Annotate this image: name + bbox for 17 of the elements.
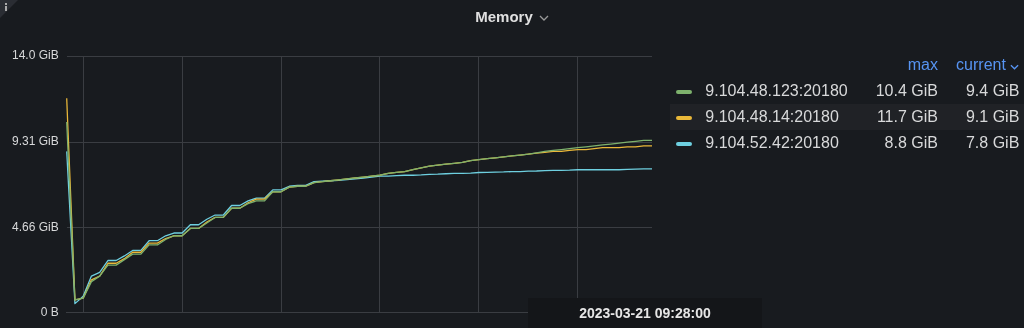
text: 9.4 GiB (964, 81, 1021, 101)
legend-label: 9.104.48.123:20180 (704, 81, 849, 101)
text: 9.1 GiB (964, 107, 1021, 127)
y-tick-label: 9.31 GiB (11, 134, 59, 149)
chart-title: Memory (475, 8, 533, 25)
text: 10.4 GiB (874, 81, 939, 101)
text: max (906, 55, 939, 75)
y-tick-label: 14.0 GiB (11, 48, 59, 63)
y-tick-label: 4.66 GiB (11, 219, 59, 234)
text: current (955, 55, 1007, 75)
text: 8.8 GiB (883, 133, 939, 153)
y-tick-label: 0 B (40, 305, 59, 320)
legend-label: 9.104.52.42:20180 (704, 133, 840, 153)
text: 11.7 GiB (875, 107, 939, 127)
tooltip: 2023-03-21 09:28:00 (528, 298, 762, 328)
legend-label: 9.104.48.14:20180 (704, 107, 840, 127)
text: 7.8 GiB (964, 133, 1021, 153)
